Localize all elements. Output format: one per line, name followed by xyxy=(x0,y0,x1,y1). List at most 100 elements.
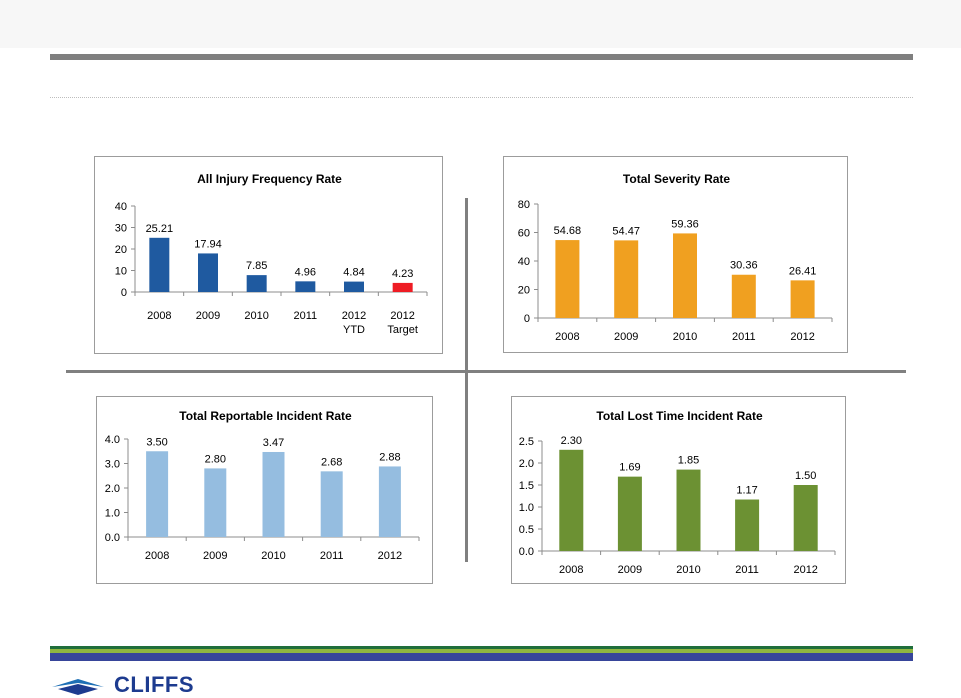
bar-2010 xyxy=(246,275,267,292)
data-label-2011: 30.36 xyxy=(730,260,758,272)
data-label-2010: 3.47 xyxy=(263,437,284,449)
chart-title: Total Severity Rate xyxy=(623,172,730,186)
bar-2009 xyxy=(198,253,218,292)
x-tick-label: 2010 xyxy=(261,550,285,562)
y-tick-label: 1.0 xyxy=(105,508,120,520)
data-label-2010: 7.85 xyxy=(246,260,267,272)
cliffs-logo-icon xyxy=(52,679,104,695)
data-label-2012-ytd: 4.84 xyxy=(343,267,364,279)
y-tick-label: 20 xyxy=(518,285,530,297)
bar-2009 xyxy=(204,468,227,537)
data-label-2010: 59.36 xyxy=(671,218,699,230)
x-tick-label: 2008 xyxy=(559,564,583,576)
bar-2012 xyxy=(378,466,401,537)
chart-panel-total-reportable-incident-rate: Total Reportable Incident Rate 0.0 1.0 2.0 3… xyxy=(96,396,433,584)
x-tick-label: 2008 xyxy=(147,310,171,322)
chart-panel-total-lost-time-incident-rate: Total Lost Time Incident Rate 0.0 0.5 1.0 1.… xyxy=(511,396,846,584)
y-tick-label: 2.0 xyxy=(105,483,120,495)
data-label-2008: 3.50 xyxy=(146,436,167,448)
bar-2012-ytd xyxy=(344,281,364,292)
bar-2008 xyxy=(559,449,584,551)
data-label-2009: 2.80 xyxy=(205,453,226,465)
data-label-2012: 2.88 xyxy=(379,451,400,463)
data-label-2011: 1.17 xyxy=(736,485,757,497)
chart-title: Total Lost Time Incident Rate xyxy=(596,409,763,423)
y-tick-label: 30 xyxy=(115,223,127,235)
x-tick-label: 2011 xyxy=(735,564,759,576)
quadrant-divider-horizontal xyxy=(66,370,906,373)
cliffs-logo: CLIFFS xyxy=(52,672,194,698)
x-tick-label: 2010 xyxy=(676,564,700,576)
bar-2012 xyxy=(790,280,815,318)
data-label-2009: 54.47 xyxy=(612,225,640,237)
y-tick-label: 60 xyxy=(518,228,530,240)
data-label-2008: 54.68 xyxy=(554,225,582,237)
header-band xyxy=(0,0,961,48)
data-label-2010: 1.85 xyxy=(678,455,699,467)
y-tick-label: 4.0 xyxy=(105,434,120,446)
x-tick-label: 2011 xyxy=(320,550,344,562)
footer-stripe-green xyxy=(50,646,913,649)
x-tick-label: 2011 xyxy=(294,310,318,322)
y-tick-label: 2.5 xyxy=(519,436,534,448)
bar-2010 xyxy=(262,451,285,537)
y-tick-label: 2.0 xyxy=(519,458,534,470)
x-tick-label: 2009 xyxy=(203,550,227,562)
x-tick-label: 2010 xyxy=(244,310,268,322)
bar-2011 xyxy=(735,499,760,551)
data-label-2008: 2.30 xyxy=(561,435,582,447)
y-tick-label: 0.5 xyxy=(519,524,534,536)
title-underline xyxy=(50,97,913,98)
chart-all-injury-frequency-rate: All Injury Frequency Rate 0 10 20 30 40 25.21 2… xyxy=(115,172,428,336)
data-label-2012: 26.41 xyxy=(789,265,817,277)
data-label-2008: 25.21 xyxy=(146,223,174,235)
bar-2011 xyxy=(295,281,316,292)
bar-2009 xyxy=(614,240,639,318)
header-rule xyxy=(50,54,913,60)
x-tick-label: 2012 xyxy=(793,564,817,576)
bar-2012-target xyxy=(392,282,413,292)
data-label-2011: 2.68 xyxy=(321,456,342,468)
y-tick-label: 10 xyxy=(115,266,127,278)
x-tick-label: 2009 xyxy=(614,331,638,343)
y-tick-label: 0.0 xyxy=(519,546,534,558)
x-tick-label: 2012 xyxy=(790,331,814,343)
chart-title: All Injury Frequency Rate xyxy=(197,172,342,186)
data-label-2009: 1.69 xyxy=(619,462,640,474)
y-tick-label: 20 xyxy=(115,244,127,256)
y-tick-label: 80 xyxy=(518,199,530,211)
brand-name: CLIFFS xyxy=(114,672,194,697)
x-tick-label: 2008 xyxy=(555,331,579,343)
quadrant-divider-vertical xyxy=(465,198,468,562)
data-label-2012: 1.50 xyxy=(795,470,816,482)
x-tick-label: 2008 xyxy=(145,550,169,562)
y-tick-label: 0 xyxy=(524,313,530,325)
y-tick-label: 40 xyxy=(115,201,127,213)
chart-panel-all-injury-frequency-rate: All Injury Frequency Rate 0 10 20 30 40 25.21 2… xyxy=(94,156,443,354)
x-tick-label: 2009 xyxy=(618,564,642,576)
chart-panel-total-severity-rate: Total Severity Rate 0 20 40 60 80 54.68 2008 54.… xyxy=(503,156,848,353)
x-tick-label: Target xyxy=(387,324,418,336)
chart-title: Total Reportable Incident Rate xyxy=(179,409,352,423)
y-tick-label: 1.0 xyxy=(519,502,534,514)
bar-2008 xyxy=(555,240,580,318)
x-tick-label: YTD xyxy=(343,324,365,336)
bar-2008 xyxy=(149,237,170,292)
y-tick-label: 3.0 xyxy=(105,459,120,471)
x-tick-label: 2009 xyxy=(196,310,220,322)
y-tick-label: 40 xyxy=(518,256,530,268)
y-tick-label: 1.5 xyxy=(519,480,534,492)
chart-total-lost-time-incident-rate: Total Lost Time Incident Rate 0.0 0.5 1.0 1.… xyxy=(519,409,836,576)
bar-2010 xyxy=(673,233,697,318)
x-tick-label: 2012 xyxy=(378,550,402,562)
chart-total-severity-rate: Total Severity Rate 0 20 40 60 80 54.68 2008 54.… xyxy=(518,172,833,343)
footer-stripe-blue xyxy=(50,653,913,661)
x-tick-label: 2011 xyxy=(732,331,756,343)
bar-2010 xyxy=(676,469,701,551)
data-label-2012-target: 4.23 xyxy=(392,268,413,280)
data-label-2011: 4.96 xyxy=(295,266,316,278)
bar-2012 xyxy=(793,485,818,551)
chart-total-reportable-incident-rate: Total Reportable Incident Rate 0.0 1.0 2.0 3… xyxy=(105,409,420,562)
bar-2011 xyxy=(320,471,343,537)
x-tick-label: 2012 xyxy=(390,310,414,322)
